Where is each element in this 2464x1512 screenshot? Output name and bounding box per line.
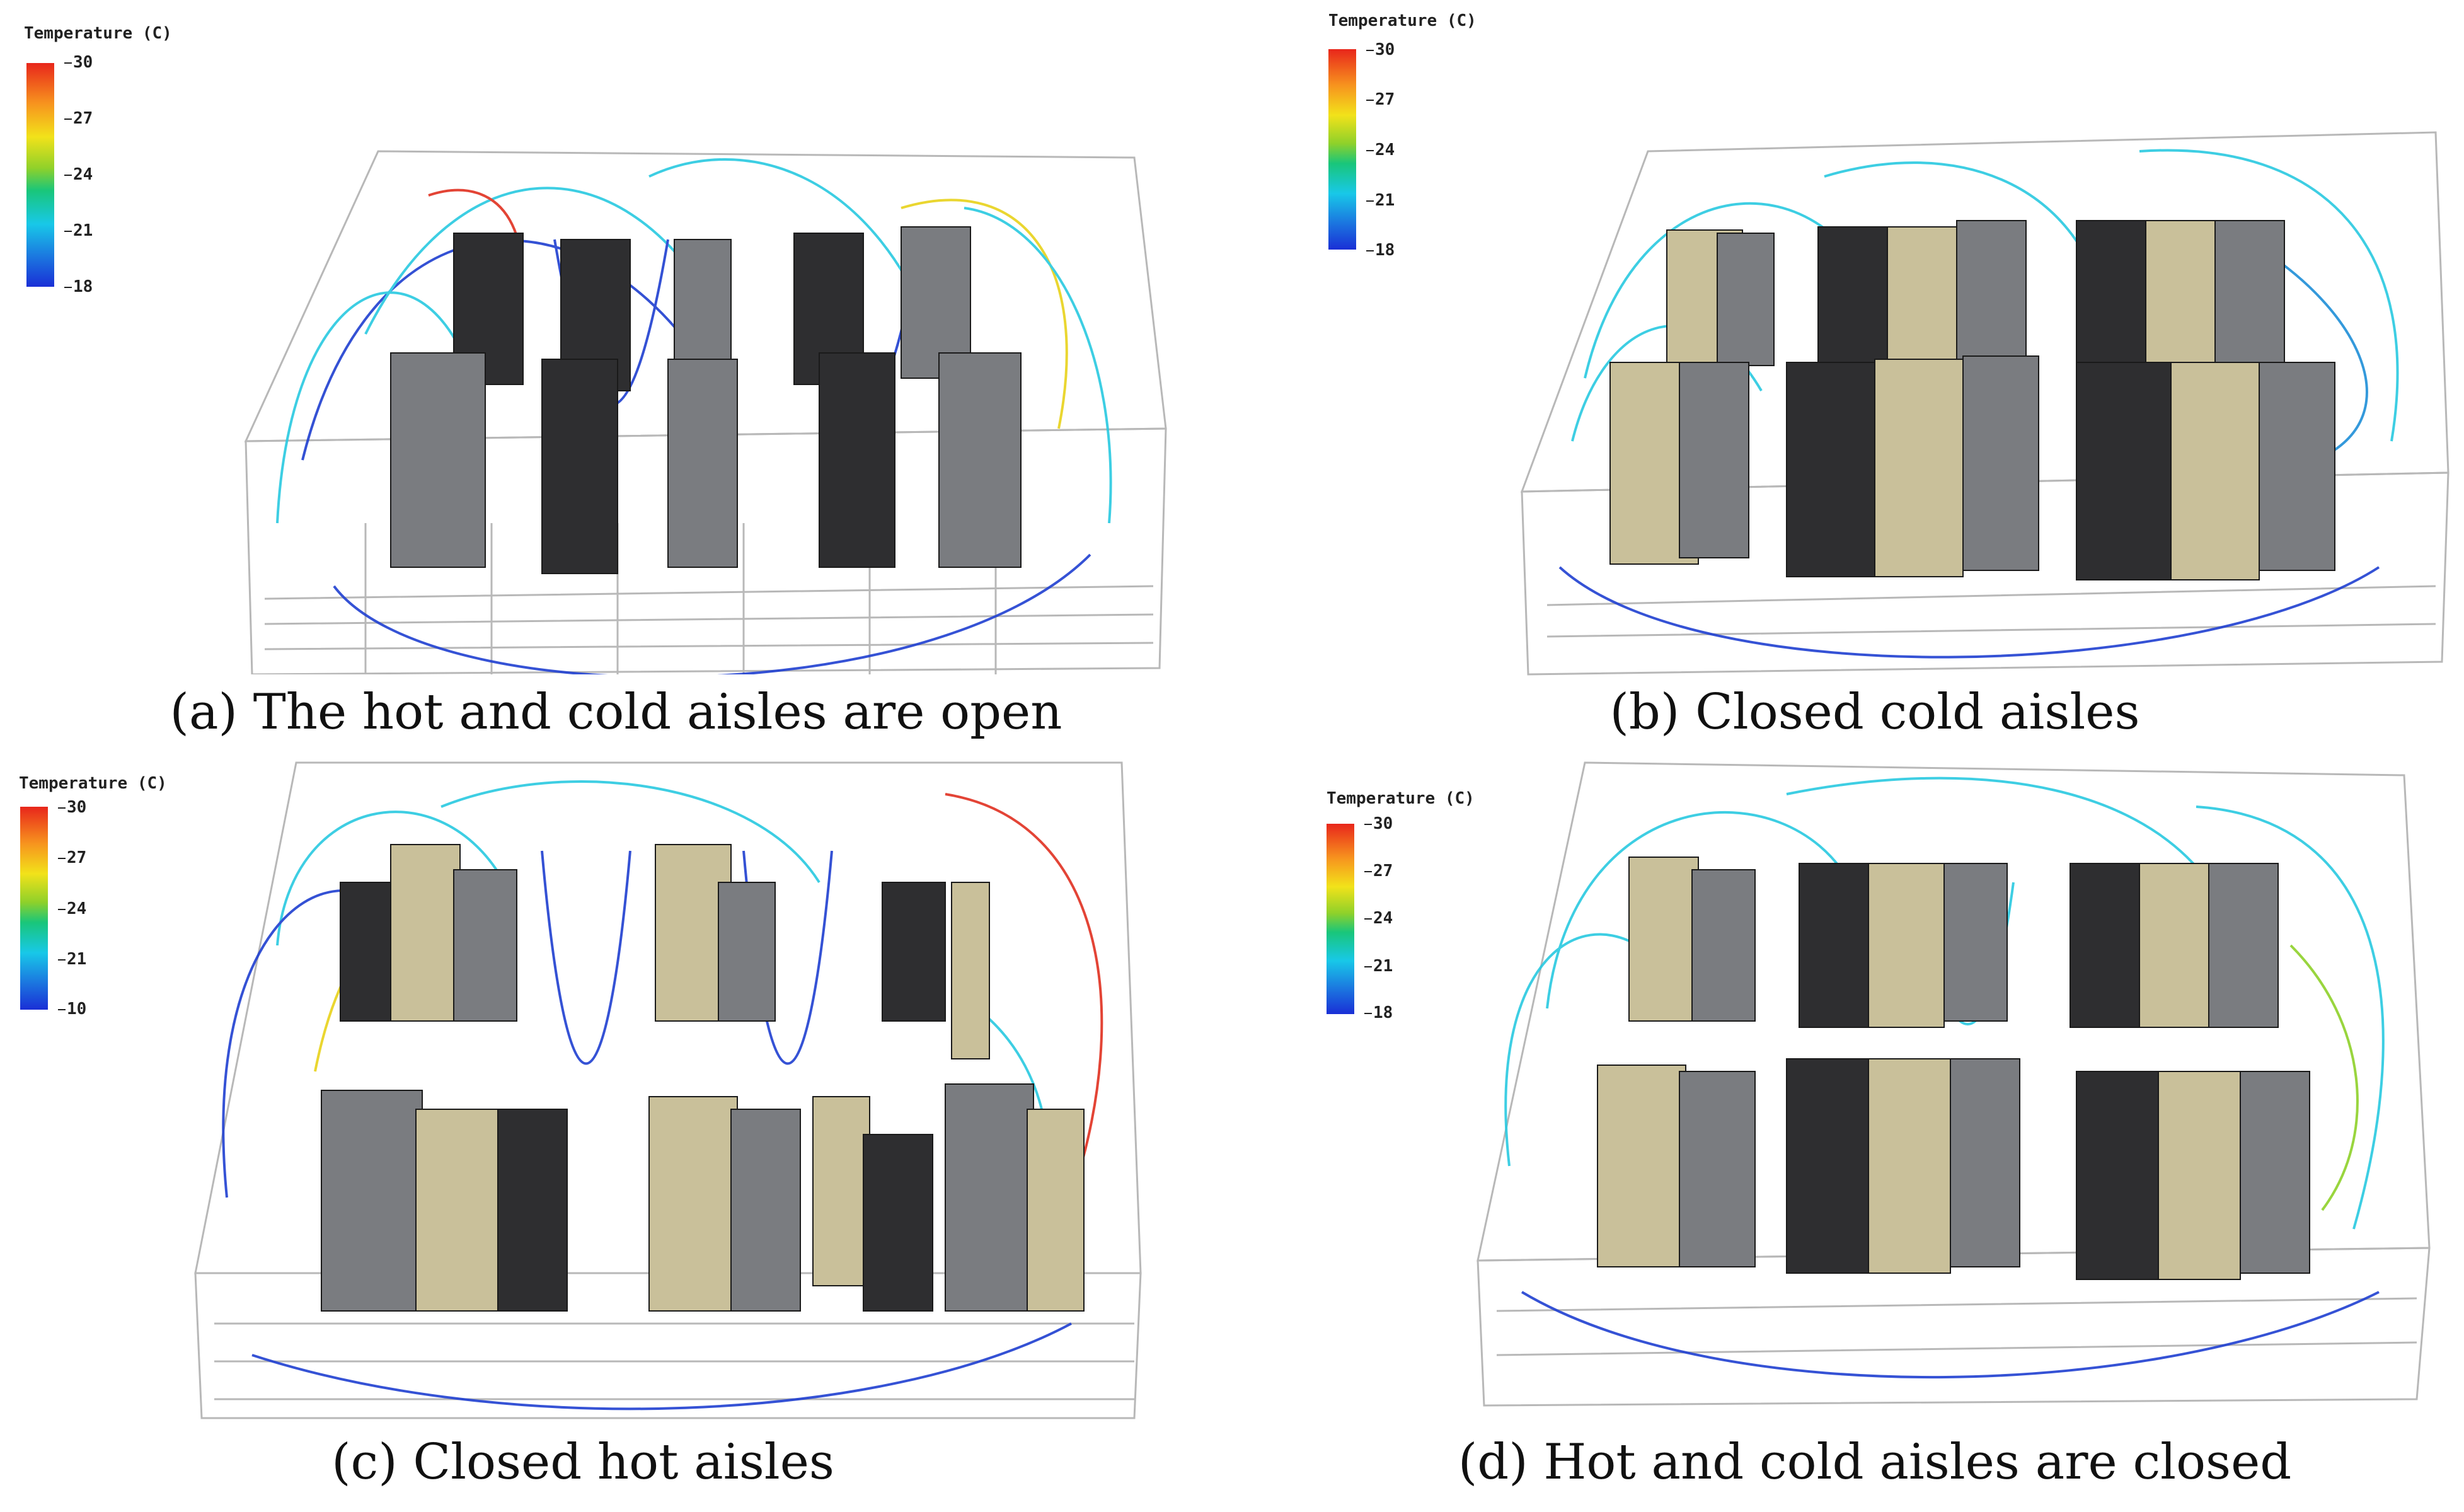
legend-tick: 18 — [64, 277, 93, 296]
legend-tick: 24 — [1364, 909, 1393, 928]
legend-tick: 18 — [1364, 1003, 1393, 1022]
legend-tick: 21 — [1364, 957, 1393, 976]
legend-tick: 27 — [1364, 862, 1393, 880]
legend-title: Temperature (C) — [1328, 11, 1477, 30]
legend-tick: 18 — [1366, 241, 1395, 260]
legend-title: Temperature (C) — [19, 774, 167, 793]
caption-c: (c) Closed hot aisles — [331, 1434, 834, 1491]
caption-d: (d) Hot and cold aisles are closed — [1458, 1434, 2292, 1491]
legend-tick: 30 — [1366, 40, 1395, 59]
legend-tick: 10 — [57, 1000, 87, 1019]
streamlines — [1504, 776, 2385, 1379]
legend-tick: 24 — [64, 165, 93, 184]
airflow-scene-d — [1477, 761, 2431, 1407]
legend-tick: 27 — [57, 848, 87, 867]
legend-tick: 30 — [1364, 814, 1393, 833]
panel-b: Temperature (C) 30 27 24 21 18 — [1232, 0, 2464, 750]
colorbar — [1328, 49, 1356, 250]
legend-tick: 30 — [57, 798, 87, 817]
panel-a: Temperature (C) 30 27 24 21 18 — [0, 0, 1232, 750]
colorbar — [26, 63, 54, 287]
legend-tick: 21 — [64, 221, 93, 240]
caption-a: (a) The hot and cold aisles are open — [170, 684, 1062, 741]
legend-tick: 21 — [57, 950, 87, 969]
legend-tick: 27 — [64, 109, 93, 128]
airflow-scene-b — [1520, 131, 2450, 676]
legend-tick: 27 — [1366, 90, 1395, 109]
server-racks — [390, 226, 1022, 574]
airflow-scene-c — [194, 761, 1142, 1419]
airflow-scene-a — [244, 150, 1167, 674]
temperature-legend: Temperature (C) 30 27 24 21 18 — [1327, 789, 1566, 1029]
caption-b: (b) Closed cold aisles — [1609, 684, 2140, 741]
legend-tick: 24 — [1366, 141, 1395, 159]
panel-d: Temperature (C) 30 27 24 21 18 — [1232, 750, 2464, 1512]
legend-title: Temperature (C) — [1327, 789, 1475, 808]
legend-tick: 24 — [57, 899, 87, 918]
legend-tick: 21 — [1366, 191, 1395, 210]
colorbar — [1327, 824, 1354, 1014]
legend-title: Temperature (C) — [24, 24, 172, 43]
temperature-legend: Temperature (C) 30 27 24 21 18 — [24, 24, 263, 314]
server-racks — [321, 844, 1085, 1312]
legend-tick: 30 — [64, 53, 93, 72]
temperature-legend: Temperature (C) 30 27 24 21 18 — [1328, 11, 1568, 301]
temperature-legend: Temperature (C) 30 27 24 21 10 — [19, 774, 258, 1039]
server-racks — [1597, 857, 2310, 1280]
colorbar — [20, 807, 48, 1010]
server-racks — [1609, 220, 2335, 580]
panel-c: Temperature (C) 30 27 24 21 10 — [0, 750, 1232, 1512]
